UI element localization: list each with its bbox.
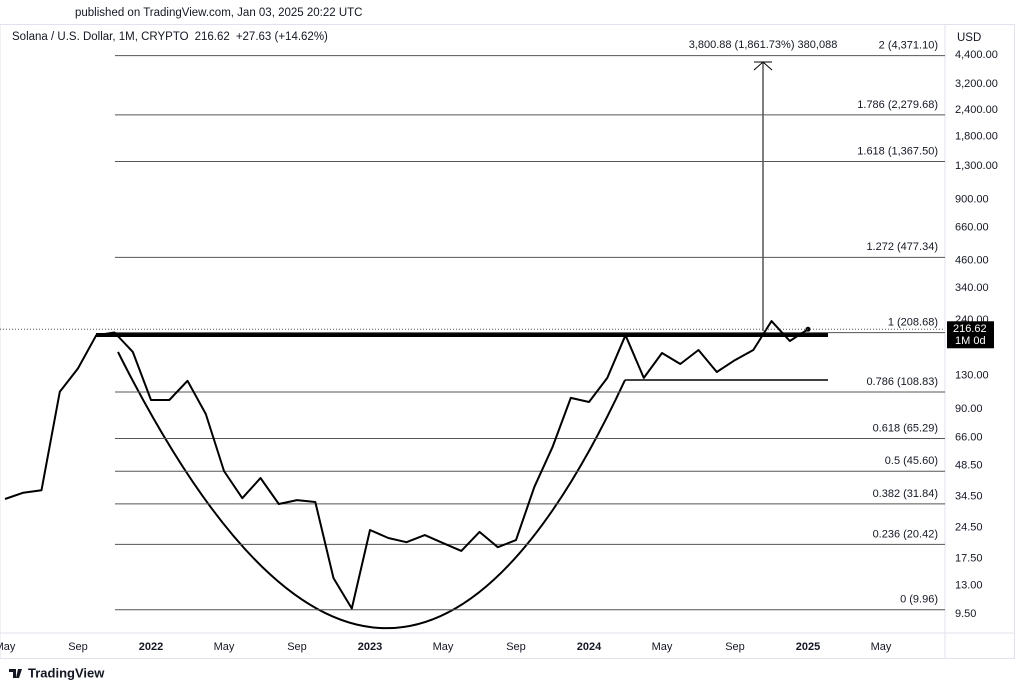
y-tick-label: 900.00 (955, 193, 989, 205)
symbol-title: Solana / U.S. Dollar, 1M, CRYPTO (12, 31, 189, 43)
x-tick-label: 2024 (577, 641, 602, 653)
level-label: 0.786 (108.83) (866, 376, 938, 388)
y-tick-label: 13.00 (955, 579, 983, 591)
y-tick-label: 1,800.00 (955, 130, 998, 142)
y-tick-label: 4,400.00 (955, 49, 998, 61)
price-line (4, 320, 809, 610)
y-tick-label: 2,400.00 (955, 104, 998, 116)
y-tick-label: 660.00 (955, 222, 989, 234)
y-tick-label: 3,200.00 (955, 78, 998, 90)
price-tag (947, 321, 994, 349)
y-tick-label: 48.50 (955, 459, 983, 471)
x-tick-label: Sep (506, 641, 526, 653)
level-label: 2 (4,371.10) (879, 40, 938, 52)
level-label: 1.618 (1,367.50) (857, 145, 938, 157)
measure-arrowhead (753, 61, 773, 71)
x-tick-label: May (214, 641, 235, 653)
x-tick-label: Sep (68, 641, 88, 653)
y-tick-label: 66.00 (955, 431, 983, 443)
level-label: 1.786 (2,279.68) (857, 99, 938, 111)
x-tick-label: 2025 (796, 641, 820, 653)
last-price: 216.62 (195, 31, 230, 43)
y-tick-label: 130.00 (955, 370, 989, 382)
level-label: 0.5 (45.60) (885, 455, 938, 467)
plot-area (4, 55, 945, 630)
price-tag-value: 216.62 (953, 323, 987, 335)
x-tick-label: May (433, 641, 454, 653)
y-tick-label: 340.00 (955, 282, 989, 294)
level-label: 0.382 (31.84) (873, 488, 938, 500)
y-tick-label: 17.50 (955, 552, 983, 564)
price-tag-interval: 1M 0d (955, 335, 986, 347)
level-label: 1 (208.68) (888, 317, 938, 329)
y-tick-label: 90.00 (955, 403, 983, 415)
level-label: 1.272 (477.34) (866, 241, 938, 253)
x-tick-label: 2022 (139, 641, 163, 653)
y-tick-label: 34.50 (955, 490, 983, 502)
y-tick-label: 24.50 (955, 522, 983, 534)
x-tick-label: May (652, 641, 673, 653)
x-tick-label: Sep (287, 641, 307, 653)
brand: TradingView (9, 665, 105, 680)
published-note: published on TradingView.com, Jan 03, 20… (75, 7, 362, 19)
y-tick-label: 1,300.00 (955, 160, 998, 172)
x-tick-label: May (0, 641, 16, 653)
level-label: 0 (9.96) (900, 594, 938, 606)
cup-curve (117, 351, 626, 630)
x-tick-label: May (871, 641, 892, 653)
symbol-header: Solana / U.S. Dollar, 1M, CRYPTO 216.62 +2… (12, 31, 328, 43)
level-label: 0.236 (20.42) (873, 528, 938, 540)
y-tick-label: 9.50 (955, 608, 976, 620)
x-tick-label: Sep (725, 641, 745, 653)
measure-label: 3,800.88 (1,861.73%) 380,088 (689, 39, 838, 51)
currency-label: USD (957, 32, 981, 44)
x-tick-label: 2023 (358, 641, 382, 653)
y-tick-label: 460.00 (955, 255, 989, 267)
chart-frame (0, 24, 1015, 659)
brand-name: TradingView (28, 665, 105, 680)
level-label: 0.618 (65.29) (873, 422, 938, 434)
price-change: +27.63 (+14.62%) (236, 31, 328, 43)
brand-logo (9, 669, 22, 678)
